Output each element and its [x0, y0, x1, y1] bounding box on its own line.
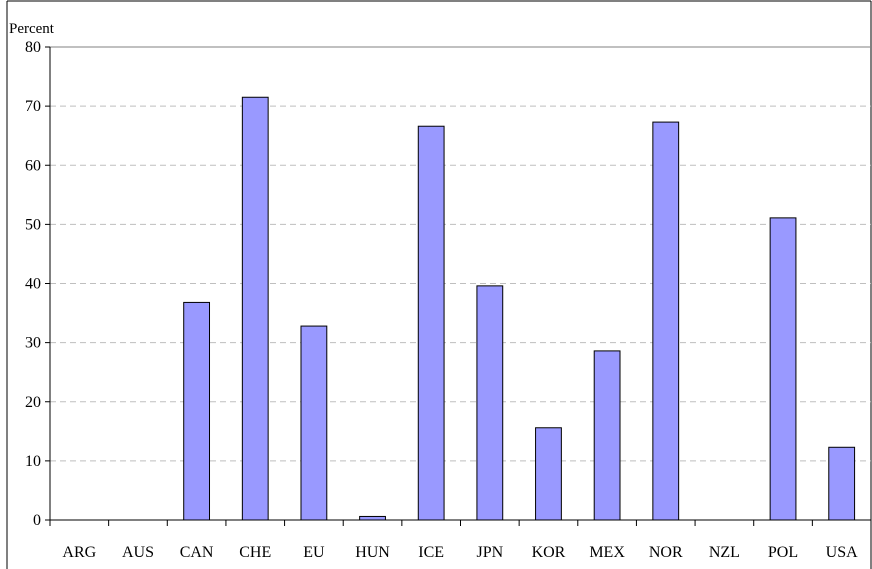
- bar-jpn: [476, 285, 504, 521]
- gridlines: [50, 105, 871, 462]
- x-tick-label: CAN: [180, 544, 214, 561]
- y-tick-labels: 0 10 20 30 40 50 60 70 80: [25, 39, 41, 529]
- x-tick-label: HUN: [355, 544, 390, 561]
- x-tick-label: MEX: [589, 544, 625, 561]
- x-tick-label: NOR: [649, 544, 683, 561]
- bars: [183, 96, 856, 521]
- bar-usa: [828, 446, 856, 521]
- axes: [45, 46, 872, 526]
- x-tick-label: KOR: [532, 544, 566, 561]
- bar-pol: [769, 217, 797, 521]
- bar-eu: [300, 325, 328, 521]
- bar-che: [241, 96, 269, 521]
- x-tick-label: CHE: [239, 544, 271, 561]
- y-tick-label: 70: [25, 98, 41, 115]
- y-tick-label: 50: [25, 216, 41, 233]
- y-tick-label: 20: [25, 394, 41, 411]
- x-tick-label: AUS: [122, 544, 154, 561]
- x-tick-label: ARG: [62, 544, 96, 561]
- y-tick-label: 60: [25, 157, 41, 174]
- bar-kor: [535, 427, 562, 521]
- bar-nor: [652, 121, 680, 521]
- y-tick-label: 80: [25, 39, 41, 56]
- y-tick-label: 40: [25, 276, 41, 293]
- x-tick-labels: ARG AUS CAN CHE EU HUN ICE JPN KOR MEX NOR NZL POL US…: [62, 544, 858, 561]
- x-tick-label: JPN: [476, 544, 503, 561]
- x-tick-label: NZL: [709, 544, 740, 561]
- x-tick-label: USA: [826, 544, 858, 561]
- bar-ice: [417, 125, 445, 521]
- y-tick-label: 30: [25, 335, 41, 352]
- y-tick-label: 10: [25, 453, 41, 470]
- bar-can: [183, 301, 211, 521]
- bar-hun: [359, 515, 386, 521]
- y-tick-label: 0: [33, 512, 41, 529]
- bar-mex: [593, 350, 621, 521]
- x-tick-label: ICE: [418, 544, 444, 561]
- x-tick-label: POL: [768, 544, 798, 561]
- y-axis-title: Percent: [9, 21, 55, 37]
- x-tick-label: EU: [303, 544, 325, 561]
